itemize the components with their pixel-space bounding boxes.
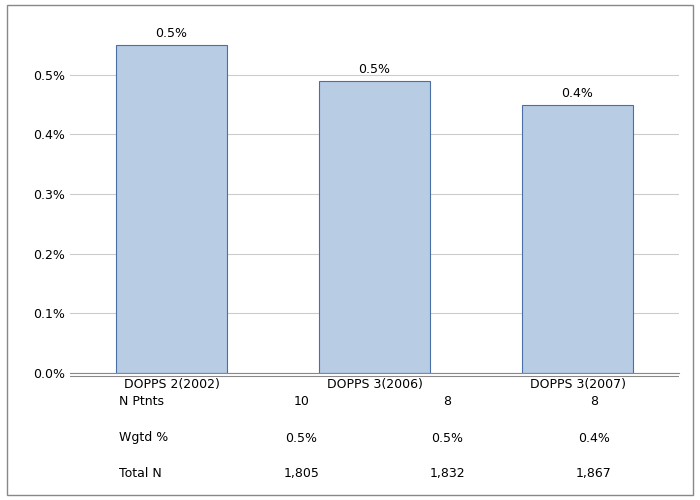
Text: 1,832: 1,832 [430, 468, 466, 480]
Text: 0.5%: 0.5% [432, 432, 463, 444]
Text: 1,867: 1,867 [576, 468, 612, 480]
Text: N Ptnts: N Ptnts [119, 394, 164, 407]
Text: 10: 10 [293, 394, 309, 407]
Bar [318, 80, 430, 373]
Text: 0.4%: 0.4% [561, 88, 594, 101]
Text: 0.4%: 0.4% [578, 432, 610, 444]
Bar [116, 45, 228, 373]
Text: 0.5%: 0.5% [358, 63, 391, 76]
Text: 0.5%: 0.5% [286, 432, 317, 444]
Bar [522, 105, 634, 373]
Text: 1,805: 1,805 [284, 468, 319, 480]
Text: Total N: Total N [119, 468, 162, 480]
Text: Wgtd %: Wgtd % [119, 432, 168, 444]
Text: 8: 8 [589, 394, 598, 407]
Text: 8: 8 [444, 394, 452, 407]
Text: 0.5%: 0.5% [155, 27, 188, 40]
